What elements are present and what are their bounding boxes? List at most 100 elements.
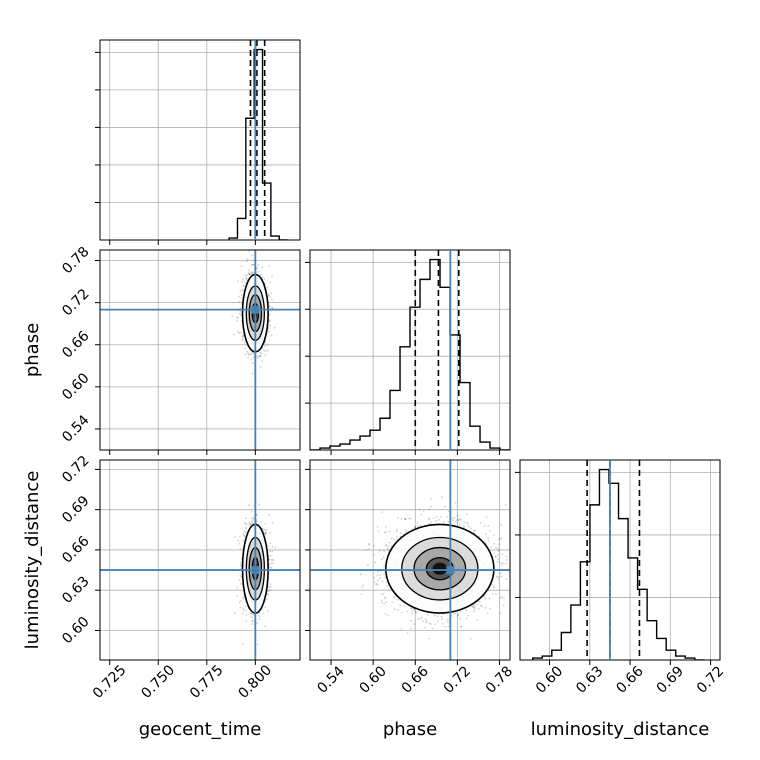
- geocent-time-hist-plot-area: [228, 40, 288, 240]
- luminosity-distance-ytick-label: 0.60: [59, 614, 92, 647]
- ld-vs-geocent-time-sample-point: [251, 522, 253, 524]
- ld-vs-phase-sample-point: [417, 617, 420, 620]
- phase-vs-geocent-time-sample-point: [252, 263, 254, 266]
- phase-hist-frame: [309, 249, 511, 451]
- ld-vs-phase-sample-point: [447, 520, 450, 523]
- ld-vs-geocent-time-sample-point: [256, 513, 259, 516]
- ld-vs-phase-sample-point: [473, 609, 476, 611]
- ld-vs-phase-sample-point: [361, 586, 364, 589]
- ld-vs-phase-sample-point: [440, 615, 443, 618]
- ld-vs-geocent-time-sample-point: [245, 620, 248, 623]
- ld-vs-phase-sample-point: [505, 559, 508, 561]
- ld-vs-phase-sample-point: [416, 525, 419, 528]
- phase-hist-plot-area: [310, 250, 510, 450]
- phase-vs-geocent-time-sample-point: [236, 316, 239, 319]
- ld-vs-geocent-time-sample-point: [268, 513, 271, 516]
- ld-vs-geocent-time-sample-point: [264, 532, 266, 535]
- ld-vs-geocent-time-sample-point: [243, 534, 245, 537]
- ld-vs-geocent-time-sample-point: [239, 564, 242, 566]
- ld-vs-geocent-time-sample-point: [272, 559, 275, 561]
- ld-vs-geocent-time-sample-point: [262, 528, 265, 531]
- phase-vs-geocent-time-sample-point: [270, 292, 273, 295]
- ld-vs-phase-sample-point: [466, 523, 469, 526]
- ld-vs-geocent-time-sample-point: [265, 598, 268, 601]
- ld-vs-geocent-time-sample-point: [249, 522, 252, 525]
- ld-vs-phase-sample-point: [393, 596, 395, 598]
- ld-vs-phase-sample-point: [497, 578, 499, 581]
- ld-vs-phase-sample-point: [419, 524, 422, 527]
- ld-vs-phase-sample-point: [404, 528, 407, 531]
- ld-vs-phase-sample-point: [497, 576, 500, 578]
- ld-vs-phase-sample-point: [381, 558, 383, 561]
- phase-vs-geocent-time-sample-point: [244, 347, 247, 350]
- phase-vs-geocent-time-sample-point: [248, 273, 251, 276]
- phase-vs-geocent-time-sample-point: [252, 263, 255, 266]
- ld-vs-phase-sample-point: [414, 526, 417, 528]
- ld-vs-phase-sample-point: [505, 562, 507, 565]
- phase-vs-geocent-time-sample-point: [243, 341, 246, 344]
- ld-vs-geocent-time-sample-point: [270, 567, 273, 569]
- phase-vs-geocent-time-sample-point: [238, 301, 241, 303]
- phase-vs-geocent-time-sample-point: [271, 298, 273, 301]
- phase-vs-geocent-time-sample-point: [268, 265, 270, 267]
- ld-vs-phase-sample-point: [385, 544, 388, 546]
- ld-vs-phase-sample-point: [474, 607, 476, 609]
- ld-vs-phase-sample-point: [480, 605, 483, 608]
- ld-vs-phase-sample-point: [463, 521, 466, 524]
- ld-vs-phase-sample-point: [428, 522, 431, 525]
- ld-vs-phase-sample-point: [383, 602, 385, 605]
- ld-vs-phase-sample-point: [470, 527, 472, 530]
- phase-vs-geocent-time-sample-point: [271, 307, 274, 309]
- phase-vs-geocent-time-sample-point: [259, 365, 262, 368]
- ld-vs-phase-sample-point: [478, 608, 480, 610]
- phase-vs-geocent-time-sample-point: [241, 296, 243, 299]
- ld-vs-geocent-time-sample-point: [269, 589, 271, 591]
- ld-vs-phase-sample-point: [458, 523, 461, 526]
- ld-vs-geocent-time-sample-point: [238, 535, 241, 538]
- ld-vs-geocent-time-sample-point: [261, 609, 263, 611]
- ld-vs-geocent-time-sample-point: [271, 550, 273, 553]
- phase-vs-geocent-time-sample-point: [247, 353, 250, 356]
- phase-vs-geocent-time-sample-point: [233, 333, 235, 336]
- phase-vs-geocent-time-truth-marker: [251, 305, 260, 314]
- phase-vs-geocent-time-sample-point: [250, 272, 253, 275]
- ld-vs-phase-sample-point: [500, 575, 503, 578]
- phase-vs-geocent-time-sample-point: [247, 272, 250, 275]
- ld-vs-geocent-time-sample-point: [271, 558, 274, 561]
- ld-vs-geocent-time-sample-point: [239, 606, 242, 609]
- phase-vs-geocent-time-sample-point: [240, 313, 243, 316]
- ld-vs-phase-sample-point: [399, 532, 402, 535]
- ld-vs-phase-sample-point: [489, 608, 492, 610]
- ld-vs-geocent-time-sample-point: [264, 532, 267, 535]
- phase-vs-geocent-time-sample-point: [244, 274, 247, 276]
- ld-vs-geocent-time-plot-area: [100, 460, 300, 660]
- ld-vs-phase-sample-point: [465, 609, 468, 611]
- ld-vs-phase-sample-point: [420, 616, 423, 619]
- ld-vs-geocent-time-sample-point: [269, 542, 272, 545]
- ld-vs-geocent-time-sample-point: [269, 532, 271, 534]
- phase-vs-geocent-time-sample-point: [242, 278, 245, 280]
- ld-vs-phase-sample-point: [465, 617, 468, 620]
- phase-vs-geocent-time-sample-point: [256, 266, 259, 269]
- phase-vs-geocent-time-sample-point: [238, 313, 241, 315]
- phase-vs-geocent-time-sample-point: [239, 310, 242, 313]
- luminosity-distance-ytick-label: 0.66: [59, 533, 92, 566]
- ld-vs-phase-sample-point: [430, 521, 432, 524]
- phase-vs-geocent-time-sample-point: [261, 266, 263, 268]
- phase-vs-geocent-time-sample-point: [263, 278, 266, 281]
- phase-vs-geocent-time-sample-point: [240, 294, 243, 296]
- ld-vs-phase-sample-point: [441, 622, 444, 625]
- ld-vs-phase-sample-point: [504, 503, 507, 506]
- geocent-time-hist-histogram-step: [228, 48, 288, 240]
- phase-ytick-label: 0.60: [59, 370, 92, 403]
- ld-vs-geocent-time-sample-point: [264, 528, 266, 531]
- ld-vs-phase-sample-point: [376, 526, 379, 528]
- ld-vs-geocent-time-sample-point: [236, 586, 239, 589]
- phase-vs-geocent-time-sample-point: [271, 306, 274, 309]
- ld-vs-phase-sample-point: [410, 627, 412, 630]
- ld-vs-phase-sample-point: [467, 614, 469, 617]
- ld-vs-phase-sample-point: [470, 637, 472, 640]
- ld-vs-geocent-time-sample-point: [274, 546, 277, 549]
- ld-vs-phase-sample-point: [428, 518, 431, 521]
- phase-vs-geocent-time-sample-point: [247, 356, 250, 359]
